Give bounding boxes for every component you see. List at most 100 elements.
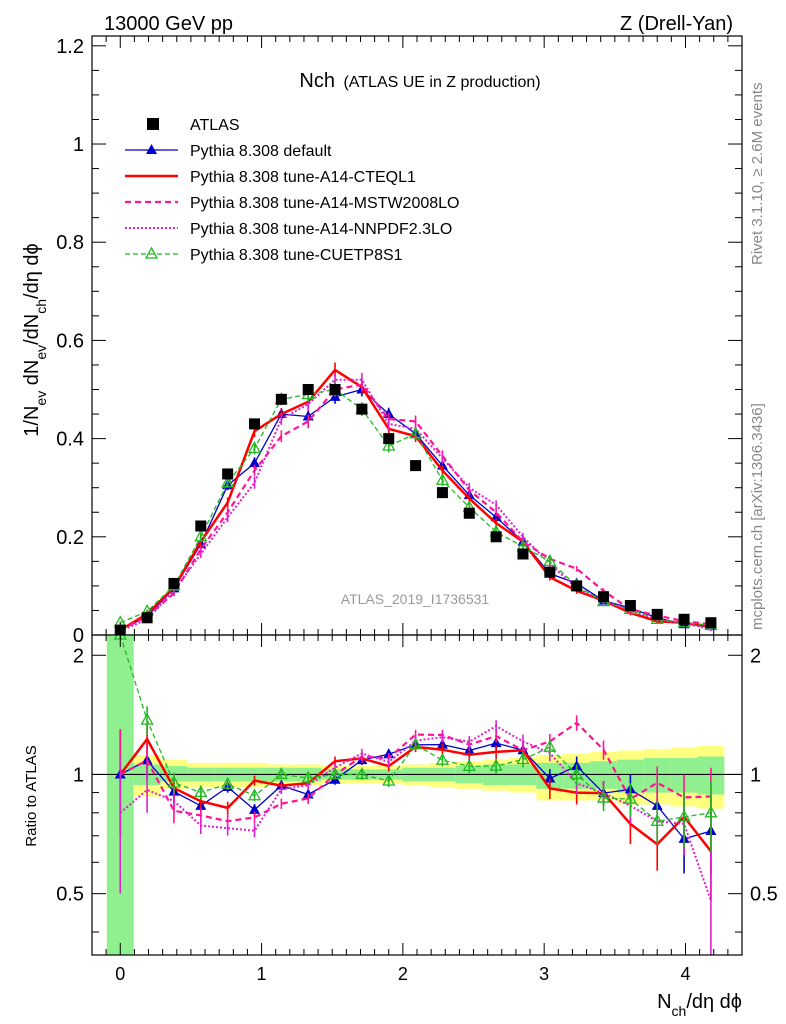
atlas-data-point bbox=[517, 548, 529, 560]
header-process: Z (Drell-Yan) bbox=[620, 13, 733, 35]
ratio-series-point bbox=[328, 767, 342, 780]
ratio-y-tick-label: 1 bbox=[73, 764, 84, 786]
atlas-data-point bbox=[329, 384, 341, 396]
ratio-series-point bbox=[544, 772, 556, 783]
y-tick-label: 0.4 bbox=[56, 429, 84, 451]
ratio-series-point bbox=[435, 752, 450, 765]
atlas-data-point bbox=[249, 418, 260, 430]
ratio-series-point bbox=[194, 785, 208, 798]
legend: ATLAS Pythia 8.308 default Pythia 8.308 tu… bbox=[125, 117, 459, 264]
series-line bbox=[120, 388, 711, 626]
atlas-data-point bbox=[651, 608, 663, 620]
x-tick-label: 2 bbox=[398, 964, 408, 984]
x-axis-title: Nch/dη dϕ bbox=[657, 991, 742, 1019]
legend-label: Pythia 8.308 default bbox=[190, 143, 332, 160]
legend-entry: ATLAS bbox=[147, 117, 240, 134]
atlas-data-point bbox=[490, 531, 502, 543]
atlas-data-point bbox=[302, 384, 314, 396]
ratio-series-point bbox=[249, 803, 260, 814]
series-point bbox=[543, 554, 557, 567]
analysis-label: ATLAS_2019_I1736531 bbox=[341, 591, 490, 607]
ratio-series-point bbox=[140, 712, 154, 725]
ratio-series-point bbox=[623, 791, 637, 804]
ratio-panel: 0 1 2 3 4 0.5 0.5 1 1 2 2 bbox=[56, 634, 778, 984]
series-line bbox=[119, 383, 712, 632]
legend-label: Pythia 8.308 tune-A14-MSTW2008LO bbox=[190, 195, 459, 212]
ratio-y-tick-label-right: 0.5 bbox=[750, 884, 778, 906]
series-atlas-data bbox=[114, 384, 717, 635]
ratio-series-point bbox=[436, 738, 448, 749]
series-point bbox=[194, 529, 208, 542]
atlas-data-point bbox=[222, 468, 234, 480]
ratio-series-point bbox=[543, 739, 557, 752]
series-point bbox=[221, 475, 235, 488]
atlas-data-point bbox=[141, 612, 153, 624]
atlas-data-point bbox=[571, 580, 583, 592]
atlas-data-point bbox=[624, 600, 636, 612]
atlas-data-point bbox=[383, 433, 395, 445]
ratio-series-point bbox=[596, 790, 611, 803]
y-tick-label: 0.8 bbox=[56, 232, 84, 254]
ratio-series-point bbox=[650, 813, 664, 826]
ratio-y-tick-label-right: 2 bbox=[750, 645, 761, 667]
atlas-data-point bbox=[275, 393, 287, 405]
ratio-y-tick-label-right: 1 bbox=[750, 764, 761, 786]
ratio-y-tick-label: 0.5 bbox=[56, 884, 84, 906]
series-point bbox=[249, 457, 260, 468]
legend-marker bbox=[146, 144, 157, 154]
ratio-series-line bbox=[119, 721, 711, 823]
atlas-data-point bbox=[436, 487, 448, 499]
legend-marker bbox=[147, 118, 159, 130]
atlas-data-point bbox=[544, 566, 556, 578]
atlas-data-point bbox=[463, 507, 475, 519]
ratio-y-tick-label: 2 bbox=[73, 645, 84, 667]
mcplots-label: mcplots.cern.ch [arXiv:1306.3436] bbox=[749, 403, 766, 630]
plot-title-main: Nch bbox=[299, 70, 335, 92]
legend-label: Pythia 8.308 tune-A14-NNPDF2.3LO bbox=[190, 221, 452, 238]
ratio-series-pythia-8-308-tune-cuetp8s1 bbox=[113, 635, 718, 852]
ratio-series-point bbox=[274, 767, 288, 780]
y-tick-label: 0 bbox=[73, 625, 84, 647]
ratio-series-point bbox=[516, 752, 530, 765]
legend-entry: Pythia 8.308 tune-A14-MSTW2008LO bbox=[125, 195, 459, 212]
plot-title-sub: (ATLAS UE in Z production) bbox=[343, 74, 540, 91]
atlas-data-point bbox=[356, 403, 368, 415]
y-tick-label: 0.6 bbox=[56, 330, 84, 352]
legend-entry: Pythia 8.308 default bbox=[125, 143, 332, 160]
ratio-series-point bbox=[570, 767, 584, 780]
ratio-series-point bbox=[408, 737, 423, 750]
ratio-series-point bbox=[167, 775, 181, 788]
ratio-series-line bbox=[119, 635, 711, 822]
y-tick-label: 1.2 bbox=[56, 36, 84, 58]
ratio-series-point bbox=[355, 767, 369, 780]
ratio-series-pythia-8-308-tune-a14-cteql1 bbox=[119, 723, 712, 901]
legend-label: ATLAS bbox=[190, 117, 240, 134]
rivet-label: Rivet 3.1.10, ≥ 2.6M events bbox=[749, 83, 766, 266]
legend-entry: Pythia 8.308 tune-CUETP8S1 bbox=[125, 246, 403, 264]
atlas-data-point bbox=[410, 460, 422, 472]
main-panel: 0 0.2 0.4 0.6 0.8 1 1.2 bbox=[56, 35, 743, 647]
atlas-data-point bbox=[168, 577, 180, 589]
atlas-data-point bbox=[705, 617, 717, 629]
plot-title: Nch (ATLAS UE in Z production) bbox=[299, 70, 540, 92]
legend-entry: Pythia 8.308 tune-A14-CTEQL1 bbox=[125, 169, 416, 186]
ratio-axis-title: Ratio to ATLAS bbox=[23, 745, 40, 846]
legend-label: Pythia 8.308 tune-CUETP8S1 bbox=[190, 247, 403, 264]
legend-label: Pythia 8.308 tune-A14-CTEQL1 bbox=[190, 169, 416, 186]
series-point bbox=[382, 438, 396, 451]
y-tick-label: 1 bbox=[73, 134, 84, 156]
atlas-data-point bbox=[598, 591, 610, 603]
series-point bbox=[408, 426, 423, 439]
ratio-series-point bbox=[677, 809, 691, 822]
series-point bbox=[247, 441, 262, 454]
legend-entry: Pythia 8.308 tune-A14-NNPDF2.3LO bbox=[125, 221, 452, 238]
y-tick-label: 0.2 bbox=[56, 527, 84, 549]
ratio-series-point bbox=[221, 776, 235, 789]
x-tick-label: 3 bbox=[539, 964, 549, 984]
atlas-data-point bbox=[678, 613, 690, 625]
series-point bbox=[435, 472, 450, 485]
x-tick-label: 4 bbox=[680, 964, 690, 984]
ratio-series-point bbox=[704, 805, 718, 818]
ratio-series-point bbox=[462, 758, 476, 771]
